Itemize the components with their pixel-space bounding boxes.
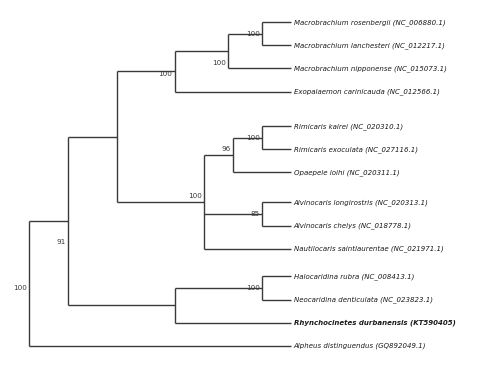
Text: Nautilocaris saintlaurentae (NC_021971.1): Nautilocaris saintlaurentae (NC_021971.1…	[294, 245, 444, 252]
Text: 100: 100	[13, 285, 27, 291]
Text: Rimicaris exoculata (NC_027116.1): Rimicaris exoculata (NC_027116.1)	[294, 146, 418, 153]
Text: 100: 100	[246, 135, 260, 141]
Text: Macrobrachium lanchesteri (NC_012217.1): Macrobrachium lanchesteri (NC_012217.1)	[294, 42, 444, 49]
Text: Exopalaemon carinicauda (NC_012566.1): Exopalaemon carinicauda (NC_012566.1)	[294, 88, 440, 95]
Text: 100: 100	[158, 71, 172, 77]
Text: Opaepele loihi (NC_020311.1): Opaepele loihi (NC_020311.1)	[294, 169, 400, 176]
Text: Rimicaris kairei (NC_020310.1): Rimicaris kairei (NC_020310.1)	[294, 123, 403, 130]
Text: Alvinocaris chelys (NC_018778.1): Alvinocaris chelys (NC_018778.1)	[294, 222, 412, 229]
Text: 85: 85	[250, 211, 260, 217]
Text: 91: 91	[56, 239, 66, 245]
Text: Macrobrachium nipponense (NC_015073.1): Macrobrachium nipponense (NC_015073.1)	[294, 65, 446, 72]
Text: Macrobrachium rosenbergii (NC_006880.1): Macrobrachium rosenbergii (NC_006880.1)	[294, 19, 446, 25]
Text: Neocaridina denticulata (NC_023823.1): Neocaridina denticulata (NC_023823.1)	[294, 296, 432, 303]
Text: Alpheus distinguendus (GQ892049.1): Alpheus distinguendus (GQ892049.1)	[294, 343, 426, 349]
Text: 100: 100	[212, 60, 226, 66]
Text: 100: 100	[188, 192, 202, 199]
Text: Rhynchocinetes durbanensis (KT590405): Rhynchocinetes durbanensis (KT590405)	[294, 319, 456, 326]
Text: 96: 96	[222, 146, 230, 152]
Text: 100: 100	[246, 31, 260, 37]
Text: Alvinocaris longirostris (NC_020313.1): Alvinocaris longirostris (NC_020313.1)	[294, 199, 428, 206]
Text: Halocaridina rubra (NC_008413.1): Halocaridina rubra (NC_008413.1)	[294, 273, 414, 280]
Text: 100: 100	[246, 285, 260, 291]
